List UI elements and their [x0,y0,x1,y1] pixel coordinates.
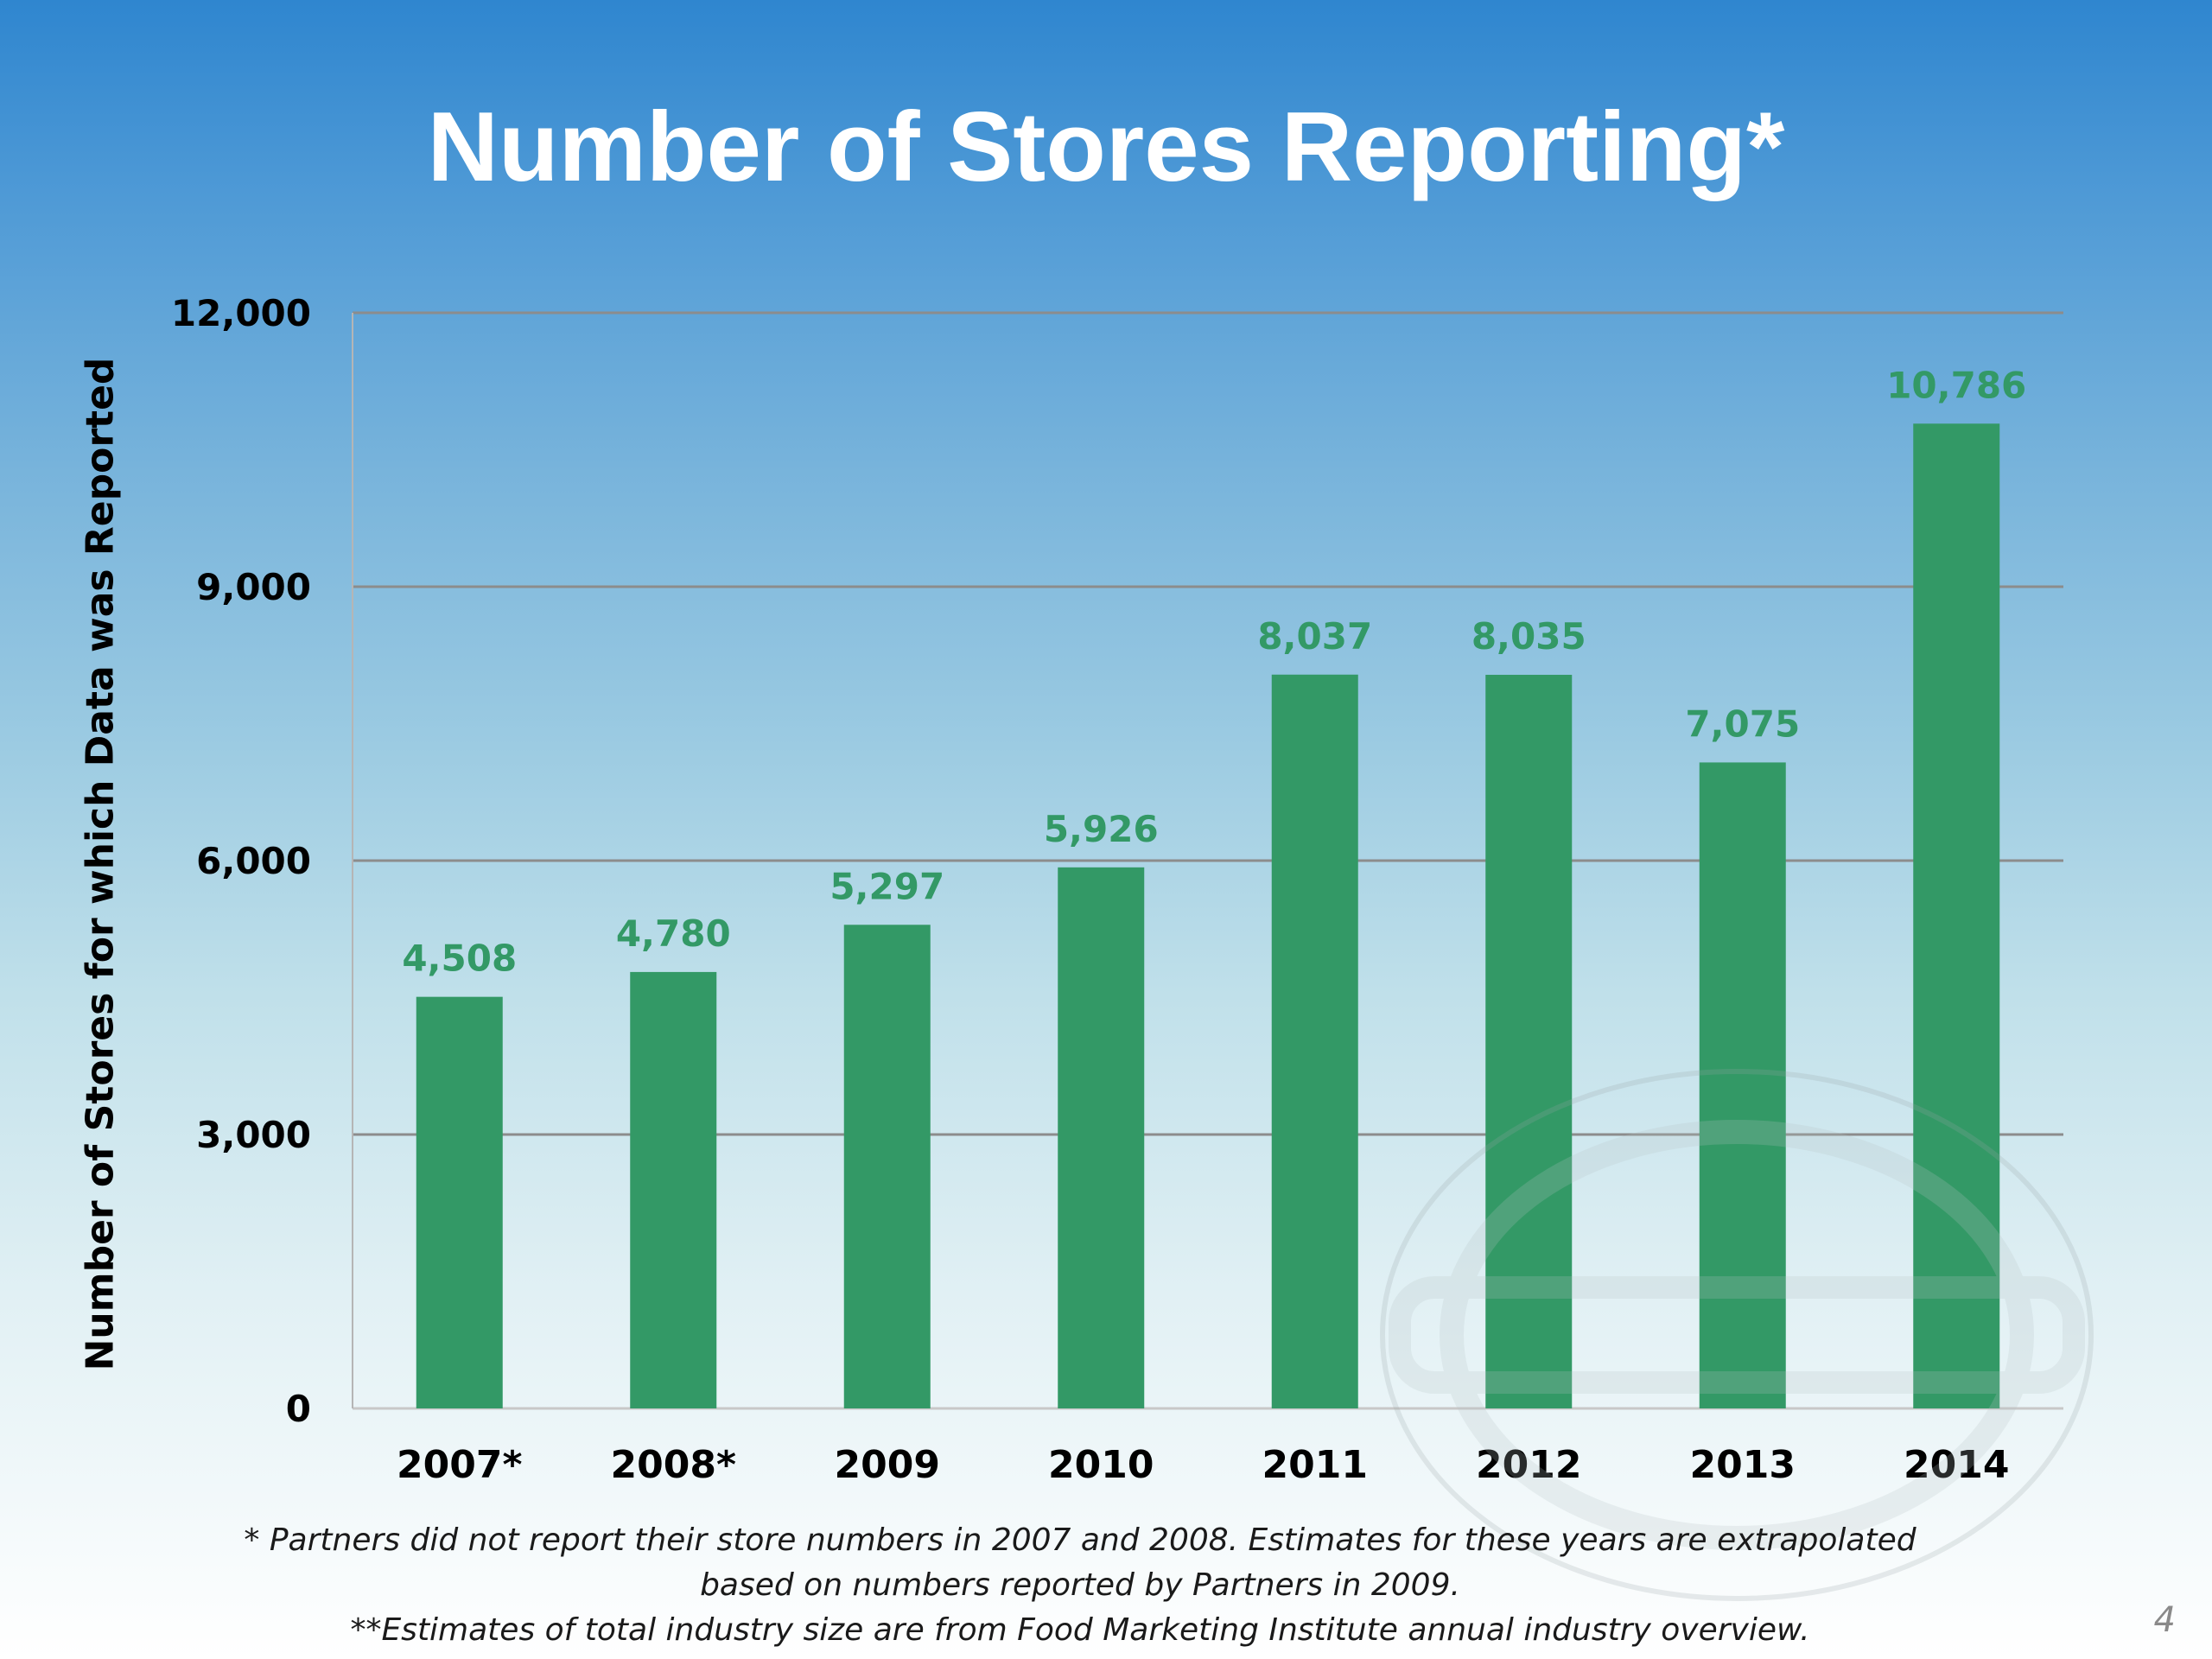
bar [1913,423,2000,1409]
footnote-line-1: * Partners did not report their store nu… [244,1522,1916,1558]
bar [1058,867,1145,1408]
bar [843,925,931,1408]
footnote-line-3: **Estimates of total industry size are f… [350,1612,1810,1648]
x-tick-label: 2008* [611,1443,736,1487]
bar [1485,674,1573,1408]
data-label: 10,786 [1886,364,2026,406]
y-tick-label: 3,000 [196,1114,311,1156]
bar [1699,762,1786,1408]
x-tick-label: 2010 [1048,1443,1154,1487]
data-label: 8,037 [1257,615,1372,658]
x-tick-label: 2014 [1904,1443,2009,1487]
bar [416,996,503,1408]
x-tick-label: 2011 [1262,1443,1368,1487]
greenchill-seal-icon [1380,1069,2094,1601]
page-number: 4 [2153,1600,2176,1640]
data-label: 7,075 [1685,702,1800,745]
y-tick-label: 12,000 [171,292,311,334]
y-tick-label: 0 [286,1388,311,1430]
x-tick-label: 2009 [835,1443,940,1487]
data-label: 8,035 [1471,615,1586,658]
data-label: 4,508 [402,938,517,980]
data-label: 5,297 [830,865,944,907]
footnote-line-2: based on numbers reported by Partners in… [700,1567,1460,1603]
y-tick-label: 9,000 [196,566,311,608]
chart-title: Number of Stores Reporting* [427,92,1785,202]
x-tick-label: 2012 [1476,1443,1581,1487]
x-tick-label: 2007* [397,1443,522,1487]
x-tick-label: 2013 [1690,1443,1796,1487]
data-label: 4,780 [616,912,731,955]
y-tick-label: 6,000 [196,840,311,882]
data-label: 5,926 [1044,808,1159,850]
bar [1271,674,1358,1408]
bar [630,971,717,1408]
